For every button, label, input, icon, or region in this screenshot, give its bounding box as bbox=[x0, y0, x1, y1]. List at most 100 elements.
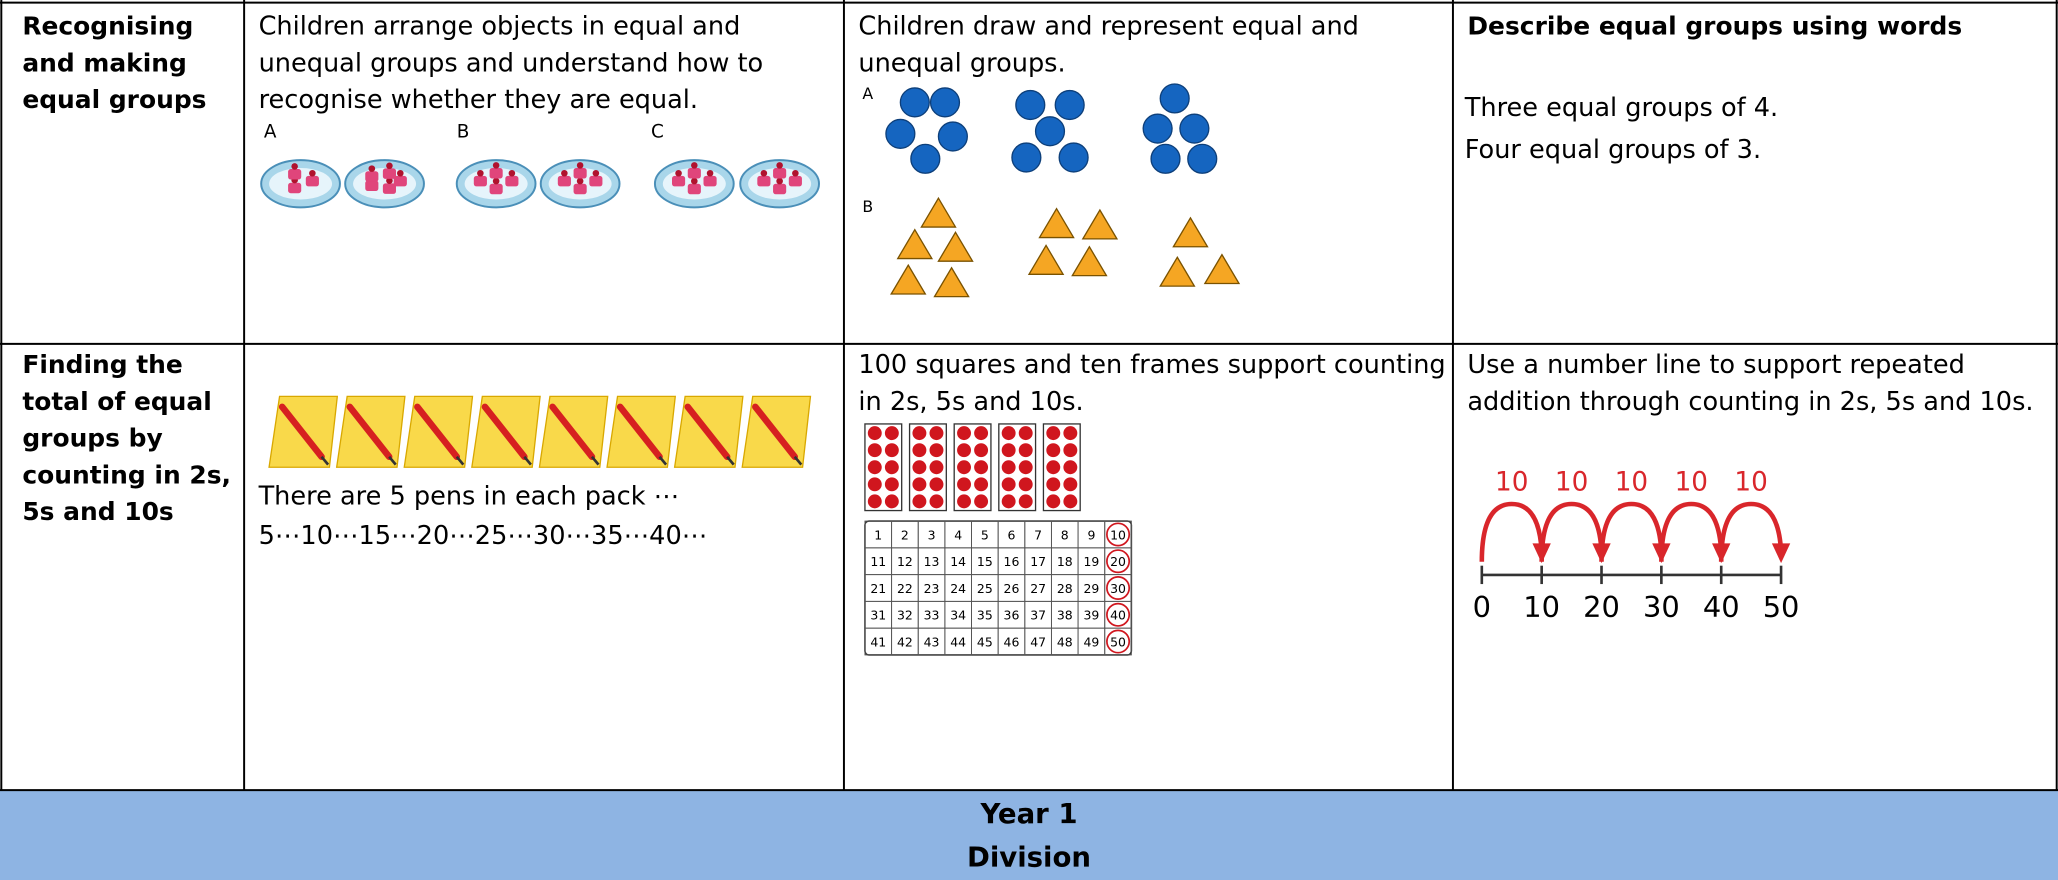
cell-text: There are 5 pens in each pack ⋯ bbox=[258, 481, 680, 511]
counter bbox=[937, 121, 968, 152]
pen-pack bbox=[268, 395, 339, 468]
dot bbox=[1046, 426, 1061, 441]
cherry bbox=[386, 177, 393, 185]
dot bbox=[929, 443, 944, 458]
cell-number: 40 bbox=[1110, 608, 1126, 623]
dot bbox=[974, 426, 989, 441]
dot bbox=[929, 477, 944, 492]
dot bbox=[957, 443, 971, 458]
pen-tip bbox=[455, 455, 465, 466]
counter bbox=[1058, 142, 1089, 173]
triangle bbox=[937, 231, 974, 262]
row-heading: equal groups bbox=[22, 85, 206, 114]
triangle bbox=[920, 196, 957, 228]
circle-mark bbox=[1106, 549, 1131, 574]
dot bbox=[1018, 443, 1033, 458]
cell-number: 45 bbox=[977, 634, 993, 649]
tick-label: 40 bbox=[1703, 590, 1740, 624]
dot bbox=[867, 443, 882, 458]
cell-number: 46 bbox=[1004, 634, 1020, 649]
cell-text: recognise whether they are equal. bbox=[259, 85, 698, 115]
image-label: A bbox=[862, 84, 873, 103]
cupcake bbox=[773, 183, 787, 195]
dot bbox=[1063, 460, 1078, 475]
cell-number: 41 bbox=[870, 634, 886, 649]
triangle bbox=[1203, 253, 1241, 285]
dot bbox=[1001, 494, 1016, 509]
cherry bbox=[792, 169, 799, 177]
triangle bbox=[1027, 244, 1065, 275]
cell-number: 20 bbox=[1110, 554, 1126, 569]
jump-label: 10 bbox=[1734, 468, 1767, 498]
footer-subtitle: Division bbox=[967, 841, 1091, 873]
cell-number: 14 bbox=[950, 554, 966, 569]
cupcake bbox=[365, 171, 379, 182]
cell-text: Three equal groups of 4. bbox=[1464, 93, 1778, 123]
ten-frame bbox=[998, 423, 1037, 512]
cherry bbox=[776, 162, 783, 169]
cupcake bbox=[687, 183, 701, 195]
cupcake-plate bbox=[739, 159, 820, 209]
dot bbox=[1046, 443, 1061, 458]
dot bbox=[1018, 460, 1033, 475]
pen-tip bbox=[726, 455, 735, 466]
cell-number: 10 bbox=[1110, 527, 1126, 542]
cherry bbox=[492, 162, 500, 169]
tick-label: 0 bbox=[1473, 590, 1491, 624]
counter bbox=[1034, 116, 1066, 147]
pen bbox=[414, 403, 461, 461]
pen bbox=[616, 403, 663, 461]
dot bbox=[1001, 460, 1016, 475]
jump-arc bbox=[1479, 501, 1544, 562]
jump-arc bbox=[1718, 501, 1784, 562]
jump-arc bbox=[1539, 501, 1604, 562]
cherry bbox=[291, 163, 298, 170]
cell-number: 25 bbox=[977, 581, 993, 596]
cell-number: 13 bbox=[924, 554, 940, 569]
image-label: B bbox=[862, 197, 873, 216]
cell-number: 4 bbox=[954, 527, 962, 542]
cupcake bbox=[473, 175, 487, 187]
row-heading: counting in 2s, bbox=[22, 460, 231, 489]
cell-number: 48 bbox=[1057, 634, 1073, 649]
counter bbox=[1011, 142, 1042, 173]
cherry bbox=[368, 165, 376, 172]
cell-number: 33 bbox=[924, 608, 940, 623]
dot bbox=[957, 460, 971, 475]
cupcake bbox=[305, 175, 319, 187]
triangle bbox=[896, 228, 934, 260]
cherry bbox=[397, 169, 404, 177]
cupcake bbox=[573, 168, 587, 179]
dot bbox=[867, 494, 882, 509]
dot bbox=[1001, 477, 1016, 492]
dot bbox=[912, 494, 927, 509]
counter bbox=[1142, 113, 1173, 144]
cell-number: 29 bbox=[1083, 581, 1099, 596]
cupcake bbox=[393, 175, 407, 187]
dot bbox=[1063, 494, 1078, 509]
dot bbox=[974, 477, 989, 492]
cell-number: 42 bbox=[897, 634, 913, 649]
ten-frame bbox=[864, 423, 903, 512]
pen bbox=[346, 403, 393, 461]
cell-number: 26 bbox=[1004, 581, 1020, 596]
dot bbox=[1046, 477, 1061, 492]
cell-text: 5⋯10⋯15⋯20⋯25⋯30⋯35⋯40⋯ bbox=[259, 521, 708, 551]
counter bbox=[1159, 83, 1190, 114]
tick-label: 10 bbox=[1523, 590, 1560, 624]
dot bbox=[1063, 443, 1078, 458]
jump-label: 10 bbox=[1555, 468, 1588, 498]
row-heading: groups by bbox=[22, 424, 162, 453]
cell-number: 31 bbox=[870, 608, 886, 623]
dot bbox=[884, 494, 899, 509]
cell-number: 7 bbox=[1034, 527, 1042, 542]
footer-band bbox=[0, 790, 2058, 880]
cell-number: 12 bbox=[897, 554, 913, 569]
dot bbox=[1046, 460, 1061, 475]
counter bbox=[1187, 143, 1218, 174]
jump-arc bbox=[1599, 501, 1664, 562]
jump-label: 10 bbox=[1615, 468, 1648, 498]
pen-tip bbox=[658, 455, 668, 466]
cell bbox=[1104, 627, 1132, 656]
dot bbox=[867, 426, 882, 441]
